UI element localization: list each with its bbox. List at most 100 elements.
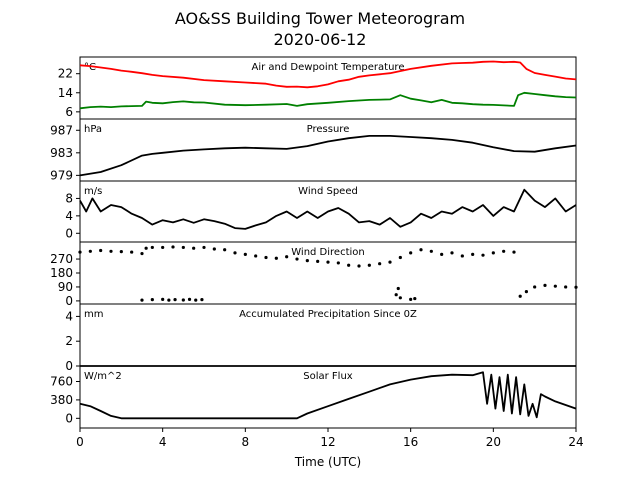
series-1-point <box>202 245 206 250</box>
series-1-point <box>161 245 165 250</box>
y-tick-label: 0 <box>65 294 73 308</box>
x-tick-label: 24 <box>568 435 583 449</box>
x-tick-label: 0 <box>76 435 84 449</box>
series-1-point <box>192 246 196 250</box>
series-1-point <box>524 290 529 294</box>
series-2-point <box>409 297 413 301</box>
series-1-point <box>212 247 216 251</box>
y-tick-label: 14 <box>58 86 73 100</box>
series-1-point <box>243 252 247 256</box>
series-1-point <box>440 252 444 256</box>
x-tick-label: 16 <box>403 435 418 449</box>
panel-1: 6 14 22 °C Air and Dewpoint Temperature <box>58 56 577 120</box>
panel-unit: mm <box>84 309 103 320</box>
series-1-point <box>518 294 522 298</box>
series-1-point <box>388 260 392 264</box>
series-1-point <box>502 249 506 253</box>
series-2-point <box>173 298 177 302</box>
series-1-point <box>78 250 82 254</box>
series-1-point <box>326 260 330 264</box>
series-2-point <box>396 286 400 291</box>
y-tick-label: 4 <box>65 209 73 223</box>
series-1-line <box>79 60 577 89</box>
series-1-point <box>316 259 320 263</box>
series-1-point <box>564 285 568 289</box>
series-1-point <box>336 261 340 265</box>
series-1-point <box>419 248 423 252</box>
series-1-point <box>378 262 382 266</box>
series-1-point <box>450 251 454 255</box>
series-1-line <box>79 134 577 177</box>
series-2-point <box>181 298 185 302</box>
series-1-point <box>553 284 557 288</box>
x-tick-label: 12 <box>320 435 335 449</box>
series-2-point <box>200 298 204 302</box>
series-2-point <box>187 297 192 301</box>
panel-unit: hPa <box>84 124 102 135</box>
panel-title: Wind Direction <box>291 247 365 258</box>
series-1-point <box>533 285 537 289</box>
series-1-point <box>543 283 547 287</box>
series-1-point <box>140 252 144 256</box>
y-tick-label: 180 <box>50 266 73 280</box>
x-axis: 0 4 8 12 16 20 24 <box>76 428 584 449</box>
panel-6: 0 380 760 W/m^2 Solar Flux <box>50 365 577 429</box>
y-tick-label: 4 <box>65 309 73 323</box>
series-1-point <box>285 255 289 259</box>
series-1-point <box>305 259 309 263</box>
series-1-point <box>347 263 351 267</box>
panel-2: 979 983 987 hPa Pressure <box>50 118 577 182</box>
series-2-point <box>413 296 417 301</box>
series-1-line <box>79 371 577 420</box>
series-1-point <box>254 254 258 258</box>
series-1-point <box>429 249 433 253</box>
figure-title: AO&SS Building Tower Meteorogram <box>175 9 465 28</box>
y-tick-label: 8 <box>65 191 73 205</box>
panel-unit: W/m^2 <box>84 371 122 382</box>
series-2-point <box>394 293 398 297</box>
series-1-point <box>274 256 278 260</box>
series-1-point <box>357 264 361 268</box>
series-1-point <box>181 245 185 250</box>
series-1-point <box>223 248 227 252</box>
panel-title: Air and Dewpoint Temperature <box>252 62 405 73</box>
series-2-point <box>194 298 198 302</box>
x-tick-label: 4 <box>159 435 167 449</box>
series-1-point <box>171 245 175 249</box>
series-1-point <box>398 255 402 260</box>
panel-5: 0 2 4 mm Accumulated Precipitation Since 0Z <box>65 303 577 373</box>
panel-title: Solar Flux <box>303 371 353 382</box>
series-1-point <box>109 249 113 253</box>
y-tick-label: 987 <box>50 123 73 137</box>
y-tick-label: 2 <box>65 334 73 348</box>
panel-unit: m/s <box>84 186 102 197</box>
y-tick-label: 0 <box>65 226 73 240</box>
series-1-point <box>264 255 268 260</box>
y-tick-label: 6 <box>65 105 73 119</box>
panel-3: 0 4 8 m/s Wind Speed <box>65 180 577 243</box>
series-2-point <box>161 297 165 301</box>
series-2-line <box>79 91 577 110</box>
figure-date: 2020-06-12 <box>274 30 367 49</box>
y-tick-label: 22 <box>58 67 73 81</box>
panel-unit: °C <box>84 62 96 73</box>
panels: 6 14 22 °C Air and Dewpoint Temperature 979 98… <box>50 56 578 429</box>
series-1-point <box>119 250 123 254</box>
panel-title: Accumulated Precipitation Since 0Z <box>239 309 417 320</box>
series-1-point <box>460 254 464 258</box>
series-1-point <box>481 253 485 257</box>
series-1-point <box>491 251 495 255</box>
series-2-point <box>150 298 154 302</box>
series-1-point <box>99 248 103 253</box>
series-1-point <box>574 285 578 289</box>
series-1-point <box>295 257 299 261</box>
y-tick-label: 0 <box>65 411 73 425</box>
series-1-point <box>150 245 154 250</box>
x-tick-label: 20 <box>486 435 501 449</box>
series-2-point <box>398 296 402 300</box>
y-tick-label: 979 <box>50 168 73 182</box>
panel-title: Pressure <box>307 124 350 135</box>
y-tick-label: 0 <box>65 359 73 373</box>
series-1-point <box>88 249 92 253</box>
